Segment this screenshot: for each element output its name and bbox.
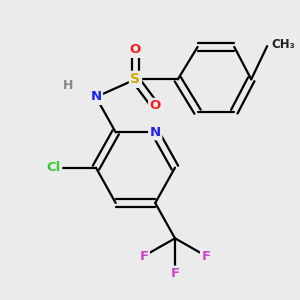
Text: O: O <box>150 99 161 112</box>
Text: CH₃: CH₃ <box>271 38 295 50</box>
Text: F: F <box>170 267 180 280</box>
Text: N: N <box>90 91 101 103</box>
Text: S: S <box>130 72 140 86</box>
Text: N: N <box>150 126 161 139</box>
Text: F: F <box>140 250 148 262</box>
Text: O: O <box>130 44 141 56</box>
Text: H: H <box>62 79 73 92</box>
Text: Cl: Cl <box>46 161 61 174</box>
Text: F: F <box>202 250 211 262</box>
